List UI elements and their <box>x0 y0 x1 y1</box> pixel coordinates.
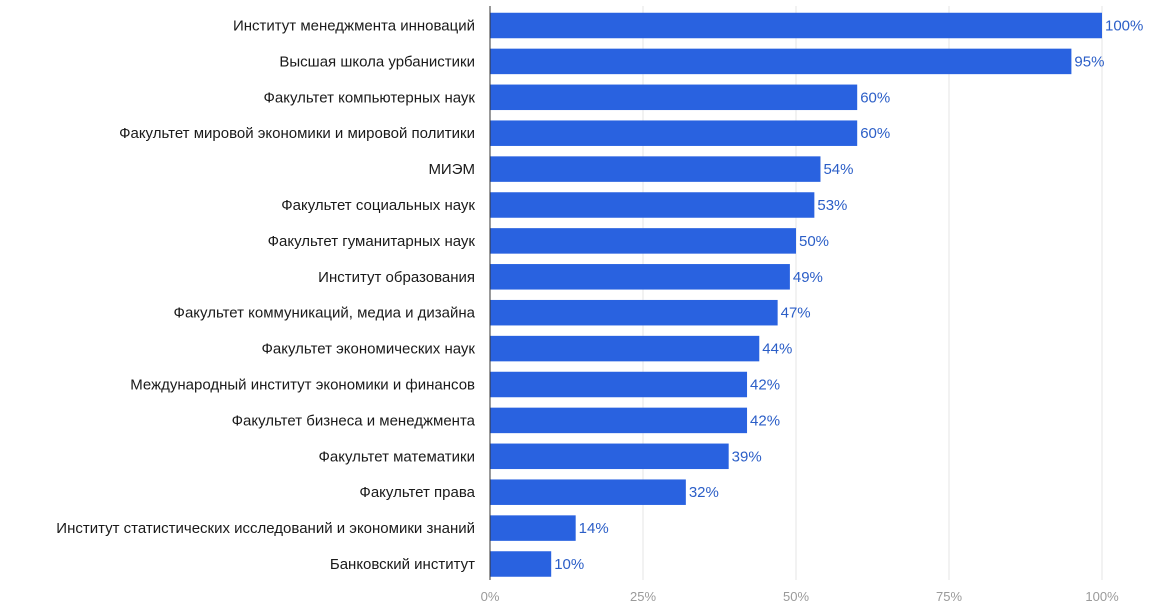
category-label: МИЭМ <box>428 161 475 178</box>
bar <box>490 551 552 577</box>
x-tick-label: 50% <box>783 589 809 604</box>
bar <box>490 48 1072 75</box>
value-label: 42% <box>750 377 780 394</box>
category-label: Факультет права <box>359 484 475 501</box>
value-label: 50% <box>799 233 829 250</box>
value-label: 47% <box>781 305 811 322</box>
value-label: 14% <box>579 520 609 537</box>
value-label: 54% <box>823 161 853 178</box>
bar <box>490 264 790 290</box>
value-label: 60% <box>860 125 890 142</box>
value-label: 95% <box>1074 53 1104 70</box>
category-label: Факультет гуманитарных наук <box>268 233 476 250</box>
bar <box>490 443 729 470</box>
x-tick-label: 0% <box>481 589 500 604</box>
bar <box>490 120 858 146</box>
category-label: Банковский институт <box>330 556 475 573</box>
bar <box>490 515 576 541</box>
bar <box>490 228 796 254</box>
bar <box>490 407 748 434</box>
value-label: 53% <box>817 197 847 214</box>
bar <box>490 335 760 362</box>
bar <box>490 156 821 182</box>
category-labels: Институт менеджмента инноваций Высшая шко… <box>56 18 475 574</box>
bar <box>490 479 686 505</box>
category-label: Институт менеджмента инноваций <box>233 18 475 35</box>
category-label: Факультет бизнеса и менеджмента <box>232 412 476 429</box>
category-label: Факультет социальных наук <box>281 197 475 214</box>
value-label: 42% <box>750 412 780 429</box>
x-axis-ticks: 0% 25% 50% 75% 100% <box>481 589 1119 604</box>
category-label: Высшая школа урбанистики <box>279 53 475 70</box>
bar <box>490 299 778 326</box>
category-label: Факультет коммуникаций, медиа и дизайна <box>174 305 476 322</box>
x-tick-label: 25% <box>630 589 656 604</box>
bar <box>490 12 1102 39</box>
bar <box>490 84 858 111</box>
value-label: 100% <box>1105 18 1143 35</box>
value-label: 44% <box>762 341 792 358</box>
category-label: Институт образования <box>318 269 475 286</box>
value-labels: 100% 95% 60% 60% 54% 53% 50% 49% 47% 44% 42% 42% 39%… <box>554 18 1143 574</box>
value-label: 49% <box>793 269 823 286</box>
category-label: Факультет математики <box>318 448 475 465</box>
value-label: 32% <box>689 484 719 501</box>
category-label: Факультет экономических наук <box>262 341 476 358</box>
bars <box>490 12 1102 577</box>
x-tick-label: 75% <box>936 589 962 604</box>
bar <box>490 192 815 218</box>
value-label: 10% <box>554 556 584 573</box>
value-label: 60% <box>860 89 890 106</box>
bar <box>490 371 748 398</box>
category-label: Международный институт экономики и финан… <box>130 377 475 394</box>
category-label: Факультет мировой экономики и мировой по… <box>119 125 475 142</box>
category-label: Факультет компьютерных наук <box>263 89 475 106</box>
category-label: Институт статистических исследований и э… <box>56 520 475 537</box>
value-label: 39% <box>732 448 762 465</box>
x-tick-label: 100% <box>1085 589 1119 604</box>
